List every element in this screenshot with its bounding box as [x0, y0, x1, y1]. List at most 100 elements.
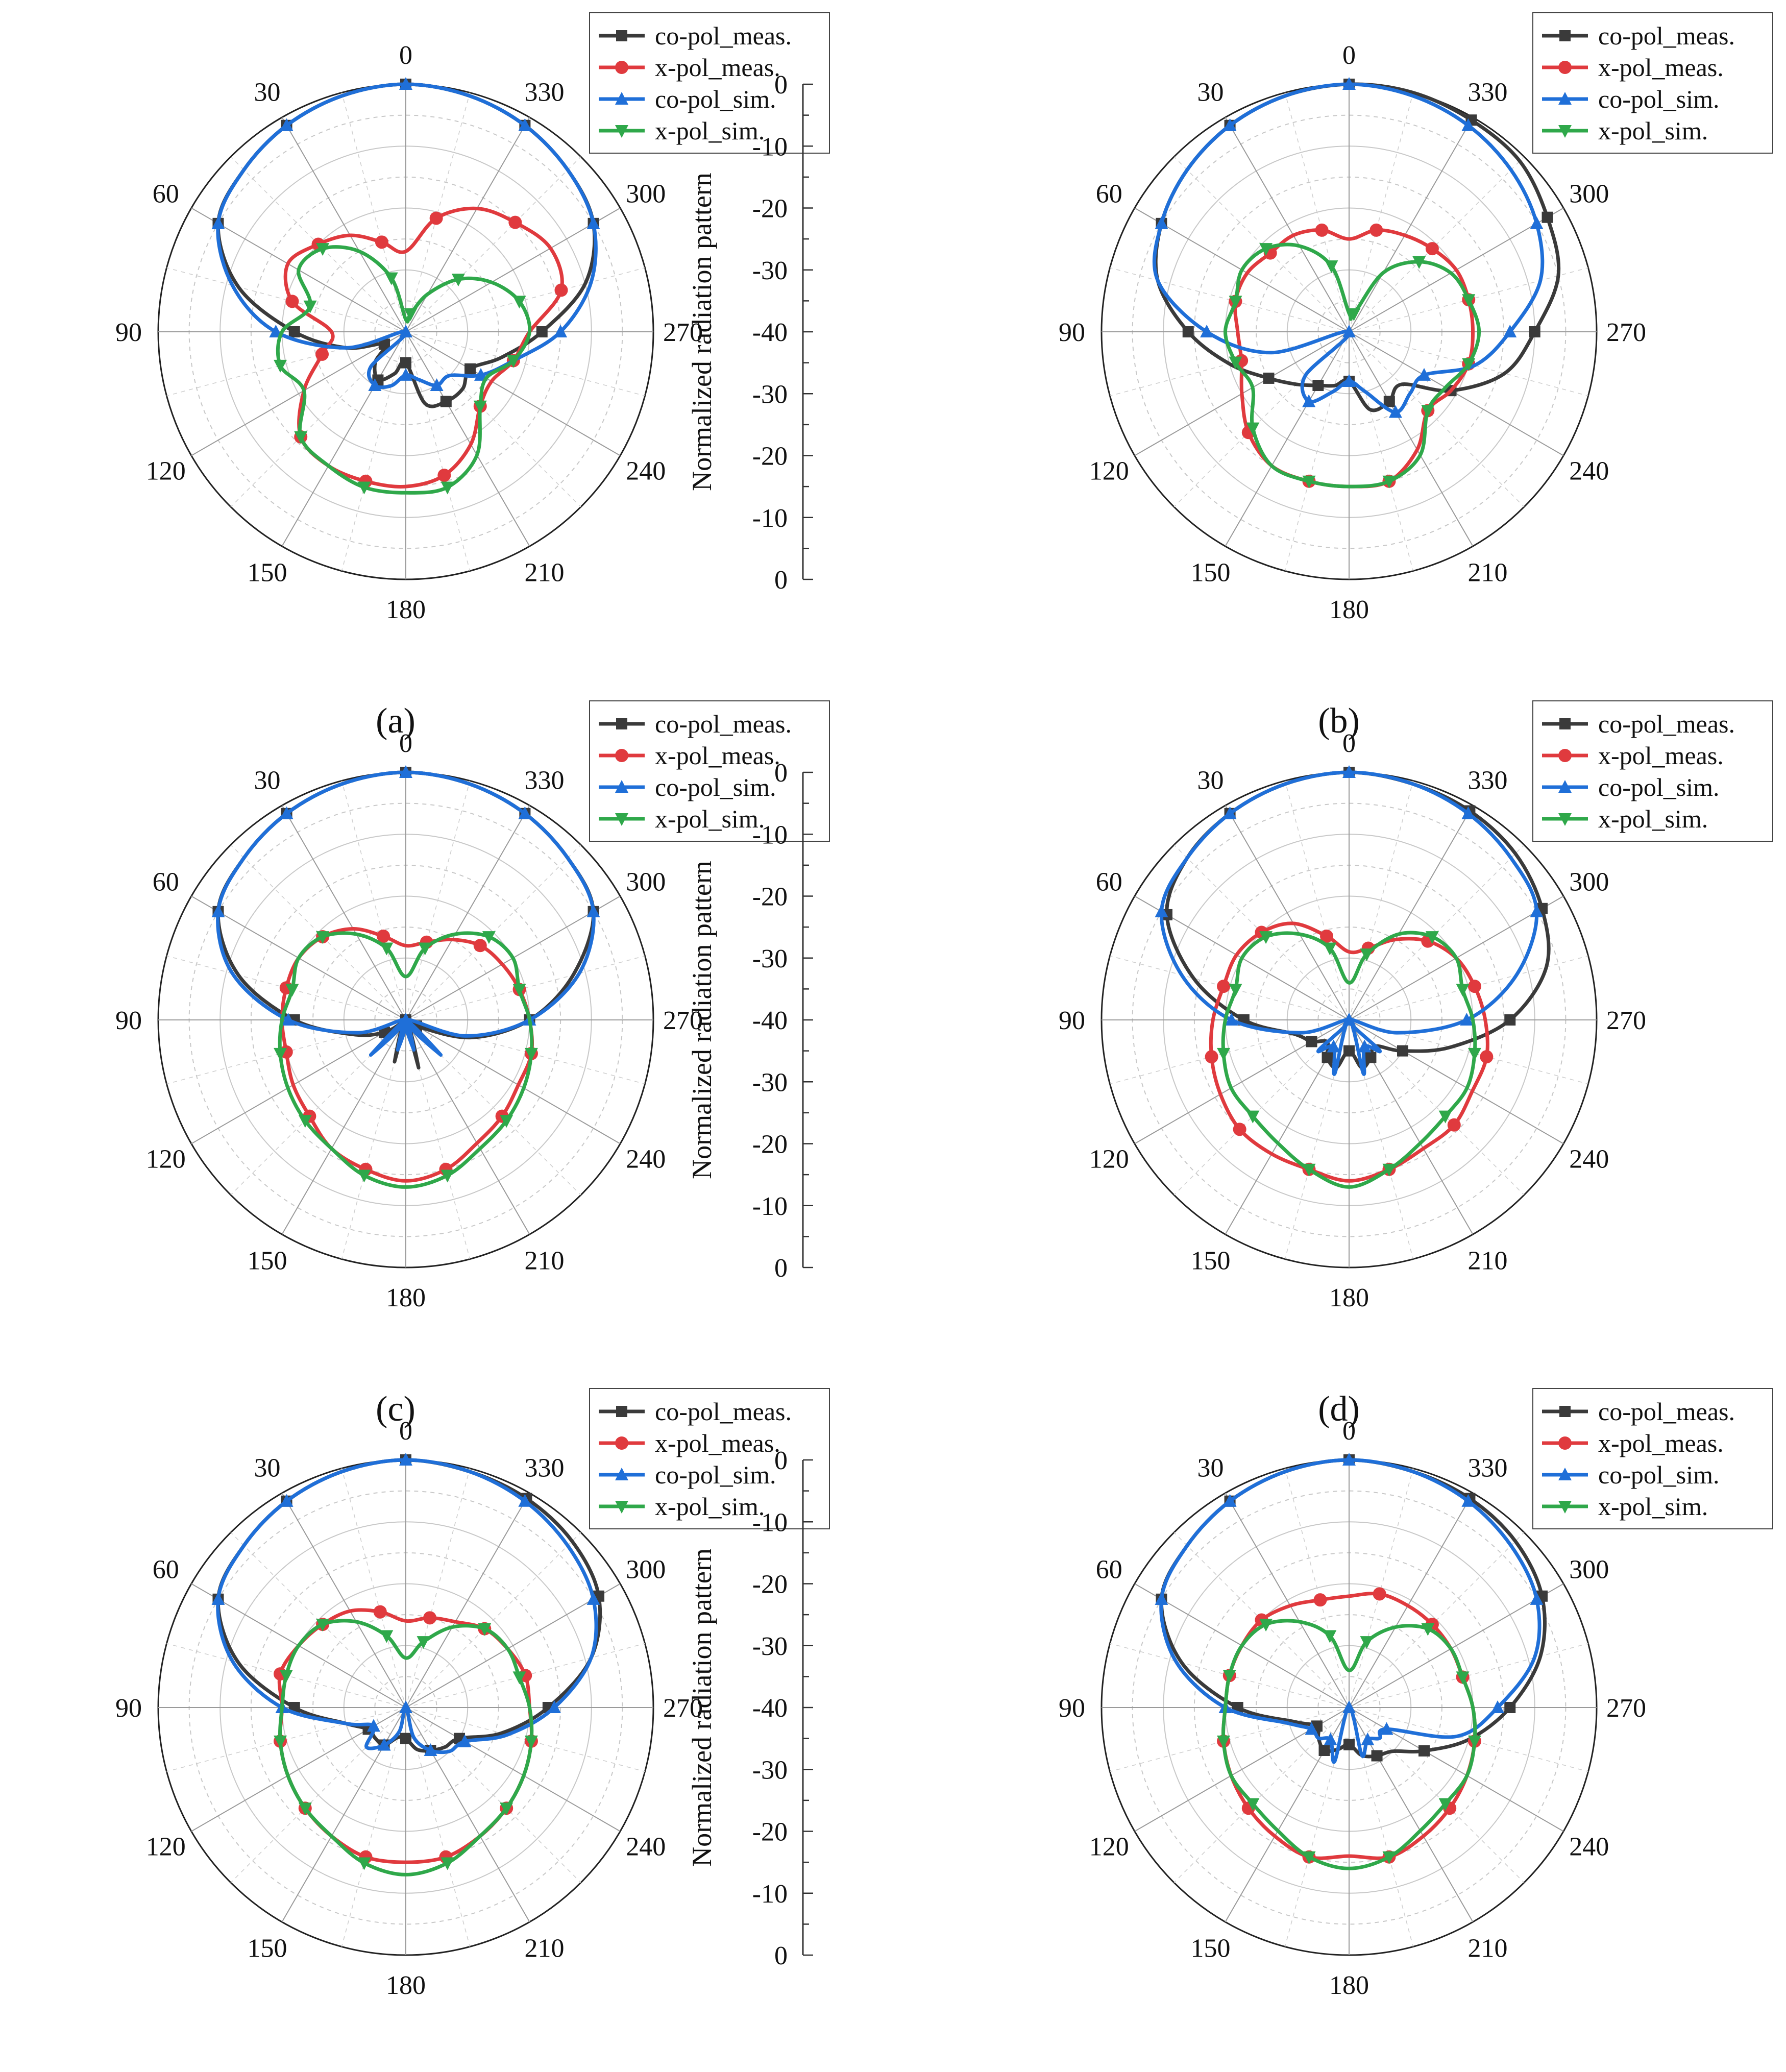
r-tick-label: -40 [752, 318, 788, 347]
data-point-x_sim [380, 942, 394, 956]
data-point-co_sim [1342, 325, 1356, 337]
data-point-x_meas [1369, 223, 1383, 237]
data-point-x_sim [451, 274, 465, 287]
angle-tick-label: 150 [248, 558, 287, 587]
angle-tick-label: 270 [1606, 1694, 1646, 1723]
legend-label: co-pol_sim. [655, 1460, 776, 1489]
data-point-co_sim [1223, 1494, 1237, 1507]
legend-marker-co_sim [1558, 92, 1572, 105]
series-line-x_sim [1221, 931, 1477, 1189]
data-point-x_meas [423, 1611, 437, 1625]
angle-tick-label: 210 [1468, 558, 1508, 587]
data-point-co_sim [1155, 904, 1168, 917]
data-point-co_meas [1343, 1045, 1355, 1057]
angle-tick-label: 210 [525, 1934, 565, 1963]
grid-spoke [1225, 805, 1350, 1020]
data-point-x_sim [506, 355, 520, 368]
data-point-x_sim [1421, 1623, 1435, 1636]
angle-tick-label: 270 [1606, 318, 1646, 347]
data-point-co_sim [1491, 1700, 1504, 1713]
angle-tick-label: 330 [1468, 766, 1508, 795]
data-point-co_meas [400, 1733, 411, 1744]
legend-label: x-pol_sim. [1598, 1492, 1708, 1521]
data-point-x_meas [377, 930, 390, 943]
data-point-x_sim [274, 1047, 287, 1061]
data-point-co_sim [586, 216, 600, 229]
series-line-x_sim [1224, 242, 1481, 489]
grid-spoke [405, 1493, 530, 1708]
grid-spoke [1284, 92, 1350, 332]
panel-e: 0 30 60 90 120 150 180 210 240 270 300 330 0 -10 -20 -3… [115, 1388, 830, 2000]
grid-spoke [1284, 781, 1350, 1020]
data-point-co_sim [1225, 1013, 1238, 1026]
angle-tick-label: 300 [1569, 180, 1609, 209]
angle-tick-label: 300 [626, 180, 666, 209]
grid-spoke [1349, 805, 1474, 1020]
data-point-co_sim [368, 378, 382, 392]
data-point-co_meas [536, 326, 548, 337]
data-point-co_meas [1343, 1739, 1355, 1750]
grid-spoke [405, 805, 530, 1020]
legend-marker-co_meas [1559, 30, 1571, 41]
data-point-x_sim [500, 1115, 513, 1128]
data-point-co_sim [1380, 1722, 1393, 1735]
legend-label: co-pol_meas. [655, 710, 792, 738]
series-line-x_sim [276, 245, 532, 495]
grid-spoke [281, 331, 406, 547]
data-point-co_sim [1342, 765, 1356, 778]
angle-tick-label: 30 [1197, 78, 1224, 107]
r-tick-label: -10 [752, 1192, 788, 1221]
data-point-co_sim [399, 77, 412, 90]
angle-tick-label: 150 [1191, 558, 1231, 587]
legend-marker-x_sim [1558, 125, 1572, 138]
grid-spoke [191, 331, 406, 456]
data-point-x_sim [1229, 984, 1242, 997]
data-point-x_sim [316, 243, 330, 256]
angle-tick-label: 90 [115, 1694, 142, 1723]
angle-tick-label: 90 [115, 318, 142, 347]
legend-label: x-pol_sim. [655, 116, 765, 145]
data-point-co_meas [1365, 1052, 1377, 1063]
grid-spoke [405, 1468, 471, 1708]
angle-tick-label: 240 [626, 1833, 666, 1862]
grid-spoke [1349, 92, 1414, 332]
data-point-co_sim [1361, 1733, 1375, 1746]
grid-spoke [405, 1532, 581, 1708]
data-point-co_sim [280, 1494, 293, 1507]
data-point-x_sim [1462, 294, 1476, 307]
legend-label: x-pol_meas. [1598, 1429, 1724, 1457]
panel-a: 0 30 60 90 120 150 180 210 240 270 300 330 0 -10 -20 -3… [115, 12, 830, 741]
grid-spoke [1349, 1019, 1564, 1144]
angle-tick-label: 60 [153, 868, 179, 897]
legend-label: x-pol_meas. [655, 1429, 780, 1457]
data-point-co_meas [1318, 1745, 1330, 1757]
data-point-x_sim [316, 931, 330, 944]
angle-tick-label: 60 [153, 180, 179, 209]
data-point-co_sim [1223, 806, 1237, 819]
legend-marker-co_sim [1558, 1468, 1572, 1480]
angle-tick-label: 180 [386, 1283, 426, 1312]
r-tick-label: -20 [752, 194, 788, 224]
legend-label: co-pol_meas. [1598, 1397, 1735, 1426]
data-point-co_meas [440, 396, 452, 407]
angle-tick-label: 60 [1096, 180, 1122, 209]
grid-spoke [405, 1019, 530, 1235]
legend-marker-x_meas [1558, 1436, 1572, 1450]
angle-tick-label: 300 [626, 1555, 666, 1585]
data-point-x_meas [315, 347, 329, 361]
legend-marker-co_sim [615, 1468, 628, 1480]
data-point-x_sim [1360, 948, 1374, 962]
data-point-x_sim [417, 1636, 430, 1649]
grid-spoke [405, 1583, 621, 1708]
data-point-co_sim [1302, 394, 1316, 407]
grid-spoke [341, 92, 406, 332]
series-line-co_sim [1152, 82, 1545, 414]
data-point-x_sim [1246, 422, 1260, 435]
angle-tick-label: 150 [1191, 1246, 1231, 1275]
r-tick-label: -10 [752, 504, 788, 533]
angle-tick-label: 270 [1606, 1006, 1646, 1035]
grid-spoke [405, 1707, 530, 1922]
r-tick-label: -30 [752, 380, 788, 409]
data-point-co_sim [377, 1738, 391, 1751]
